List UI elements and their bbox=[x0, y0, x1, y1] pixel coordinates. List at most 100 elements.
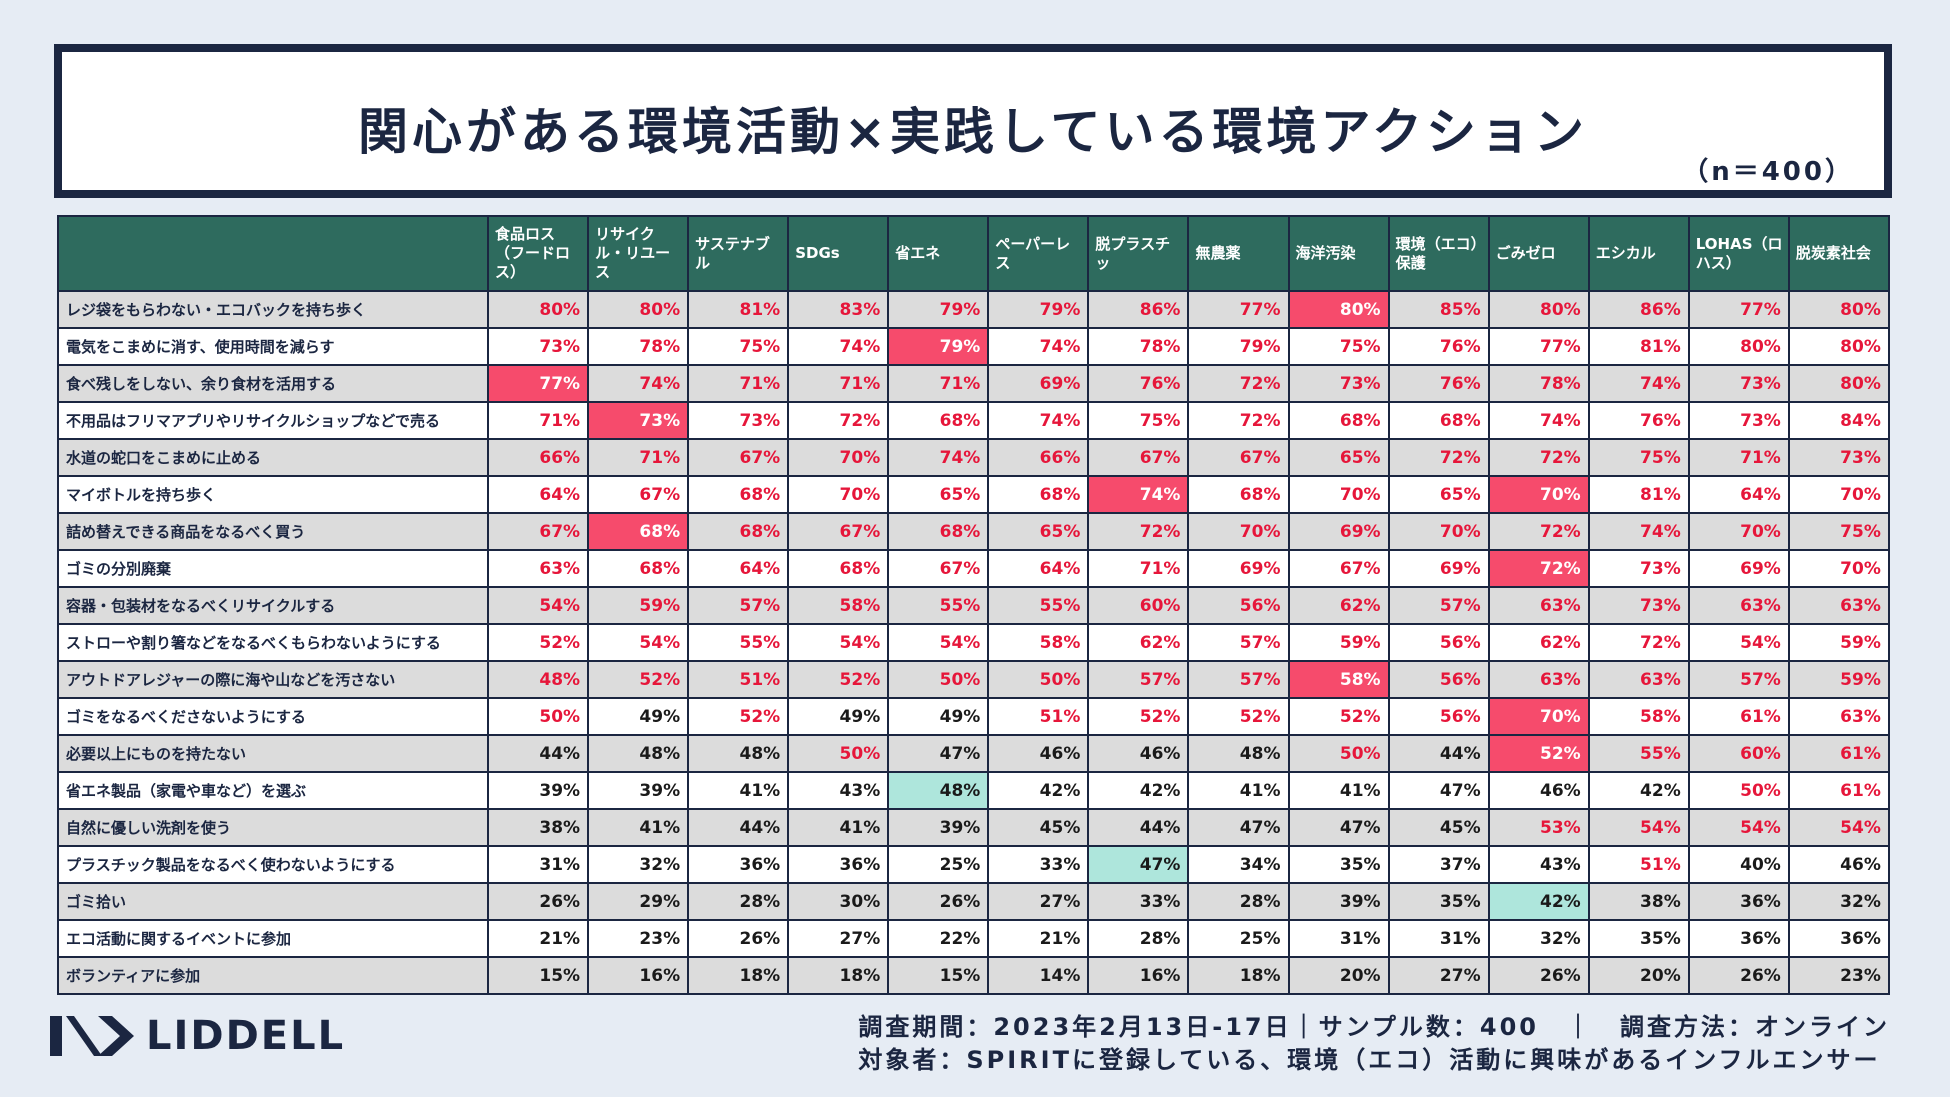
column-header: エシカル bbox=[1587, 215, 1690, 292]
value-cell: 72% bbox=[1187, 364, 1290, 403]
table-row: ゴミ拾い 26% 29% 28% 30% 26% 27% 33% 28% 39% 35% 42% 38%… bbox=[57, 882, 1890, 921]
table-row: 電気をこまめに消す、使用時間を減らす 73% 78% 75% 74% 79% 74% 78% 7… bbox=[57, 327, 1890, 366]
value-cell: 71% bbox=[486, 401, 590, 440]
value-cell: 76% bbox=[1587, 401, 1690, 440]
value-cell: 57% bbox=[1187, 660, 1290, 699]
value-cell: 36% bbox=[1787, 919, 1890, 958]
value-cell: 54% bbox=[1687, 808, 1790, 847]
value-cell: 81% bbox=[1587, 327, 1690, 366]
row-label: 水道の蛇口をこまめに止める bbox=[57, 438, 489, 477]
value-cell: 58% bbox=[787, 586, 890, 625]
column-header: 環境（エコ）保護 bbox=[1387, 215, 1490, 292]
value-cell: 63% bbox=[1587, 660, 1690, 699]
value-cell: 67% bbox=[486, 512, 590, 551]
row-label: 必要以上にものを持たない bbox=[57, 734, 489, 773]
value-cell: 74% bbox=[1487, 401, 1590, 440]
column-header: LOHAS（ロハス） bbox=[1687, 215, 1790, 292]
survey-footer: 調査期間：2023年2月13日-17日｜サンプル数：400 ｜ 調査方法：オンラ… bbox=[858, 1011, 1890, 1077]
value-cell: 26% bbox=[1687, 956, 1790, 995]
column-header: サステナブル bbox=[687, 215, 790, 292]
table-row: 水道の蛇口をこまめに止める 66% 71% 67% 70% 74% 66% 67% 67% 65%… bbox=[57, 438, 1890, 477]
row-label: ボランティアに参加 bbox=[57, 956, 489, 995]
value-cell: 79% bbox=[987, 290, 1090, 329]
title-box: 関心がある環境活動×実践している環境アクション （n＝400） bbox=[54, 44, 1892, 198]
value-cell: 39% bbox=[1287, 882, 1390, 921]
value-cell: 80% bbox=[1787, 290, 1890, 329]
value-cell: 61% bbox=[1687, 697, 1790, 736]
value-cell: 79% bbox=[887, 290, 990, 329]
value-cell: 74% bbox=[1587, 512, 1690, 551]
value-cell: 66% bbox=[486, 438, 590, 477]
value-cell: 57% bbox=[687, 586, 790, 625]
value-cell: 62% bbox=[1087, 623, 1190, 662]
value-cell: 75% bbox=[1587, 438, 1690, 477]
value-cell: 73% bbox=[687, 401, 790, 440]
table-row: ゴミをなるべくださないようにする 50% 49% 52% 49% 49% 51% 52% 52%… bbox=[57, 697, 1890, 736]
value-cell: 36% bbox=[687, 845, 790, 884]
value-cell: 70% bbox=[787, 475, 890, 514]
table-row: 必要以上にものを持たない 44% 48% 48% 50% 47% 46% 46% 48% 50% 4… bbox=[57, 734, 1890, 773]
value-cell: 43% bbox=[787, 771, 890, 810]
value-cell: 86% bbox=[1087, 290, 1190, 329]
value-cell: 70% bbox=[1487, 697, 1590, 736]
value-cell: 23% bbox=[1787, 956, 1890, 995]
row-label: 電気をこまめに消す、使用時間を減らす bbox=[57, 327, 489, 366]
table-row: 省エネ製品（家電や車など）を選ぶ 39% 39% 41% 43% 48% 42% 42% 41%… bbox=[57, 771, 1890, 810]
value-cell: 50% bbox=[1287, 734, 1390, 773]
value-cell: 76% bbox=[1387, 327, 1490, 366]
row-label: 容器・包装材をなるべくリサイクルする bbox=[57, 586, 489, 625]
column-header: リサイクル・リユース bbox=[587, 215, 690, 292]
value-cell: 21% bbox=[987, 919, 1090, 958]
value-cell: 44% bbox=[1087, 808, 1190, 847]
value-cell: 54% bbox=[1587, 808, 1690, 847]
value-cell: 56% bbox=[1387, 623, 1490, 662]
value-cell: 50% bbox=[486, 697, 590, 736]
value-cell: 27% bbox=[987, 882, 1090, 921]
value-cell: 69% bbox=[1187, 549, 1290, 588]
value-cell: 18% bbox=[1187, 956, 1290, 995]
value-cell: 48% bbox=[486, 660, 590, 699]
value-cell: 68% bbox=[787, 549, 890, 588]
table-row: マイボトルを持ち歩く 64% 67% 68% 70% 65% 68% 74% 68% 70% 65%… bbox=[57, 475, 1890, 514]
table-row: ゴミの分別廃棄 63% 68% 64% 68% 67% 64% 71% 69% 67% 69% 72%… bbox=[57, 549, 1890, 588]
value-cell: 46% bbox=[1787, 845, 1890, 884]
value-cell: 18% bbox=[787, 956, 890, 995]
value-cell: 74% bbox=[1587, 364, 1690, 403]
column-header: 省エネ bbox=[887, 215, 990, 292]
value-cell: 77% bbox=[1187, 290, 1290, 329]
value-cell: 80% bbox=[1687, 327, 1790, 366]
value-cell: 52% bbox=[1087, 697, 1190, 736]
value-cell: 35% bbox=[1287, 845, 1390, 884]
value-cell: 62% bbox=[1487, 623, 1590, 662]
value-cell: 77% bbox=[1687, 290, 1790, 329]
value-cell: 74% bbox=[987, 401, 1090, 440]
value-cell: 25% bbox=[887, 845, 990, 884]
value-cell: 78% bbox=[587, 327, 690, 366]
value-cell: 80% bbox=[1487, 290, 1590, 329]
page-title: 関心がある環境活動×実践している環境アクション bbox=[358, 103, 1588, 161]
value-cell: 56% bbox=[1187, 586, 1290, 625]
row-label: プラスチック製品をなるべく使わないようにする bbox=[57, 845, 489, 884]
value-cell: 70% bbox=[1787, 475, 1890, 514]
value-cell: 86% bbox=[1587, 290, 1690, 329]
row-label: マイボトルを持ち歩く bbox=[57, 475, 489, 514]
value-cell: 71% bbox=[787, 364, 890, 403]
value-cell: 65% bbox=[1287, 438, 1390, 477]
value-cell: 56% bbox=[1387, 697, 1490, 736]
value-cell: 52% bbox=[787, 660, 890, 699]
value-cell: 65% bbox=[1387, 475, 1490, 514]
value-cell: 32% bbox=[587, 845, 690, 884]
value-cell: 30% bbox=[787, 882, 890, 921]
value-cell: 39% bbox=[887, 808, 990, 847]
value-cell: 83% bbox=[787, 290, 890, 329]
value-cell: 67% bbox=[887, 549, 990, 588]
value-cell: 73% bbox=[1687, 364, 1790, 403]
value-cell: 72% bbox=[1387, 438, 1490, 477]
row-label: ストローや割り箸などをなるべくもらわないようにする bbox=[57, 623, 489, 662]
value-cell: 64% bbox=[1687, 475, 1790, 514]
table-row: 詰め替えできる商品をなるべく買う 67% 68% 68% 67% 68% 65% 72% 70%… bbox=[57, 512, 1890, 551]
value-cell: 36% bbox=[787, 845, 890, 884]
value-cell: 58% bbox=[987, 623, 1090, 662]
value-cell: 67% bbox=[1287, 549, 1390, 588]
corner-header-cell bbox=[57, 215, 489, 292]
